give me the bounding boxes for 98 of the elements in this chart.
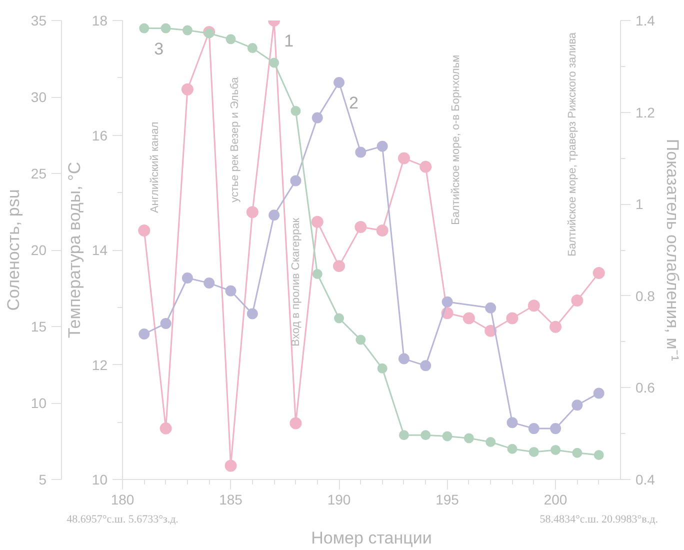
point — [290, 106, 301, 116]
point — [593, 388, 604, 399]
y2-tick-label: 5 — [38, 472, 47, 488]
point — [571, 294, 584, 306]
point — [572, 400, 583, 411]
point — [269, 58, 280, 68]
point — [160, 23, 171, 34]
annotation: Балтийское море, траверз Рижского залива — [566, 32, 579, 256]
text: 48.6957°с.ш. 5.6733°з.д. — [66, 514, 179, 526]
y-tick-label: 18 — [92, 12, 108, 28]
y2-tick-label: 10 — [30, 395, 47, 411]
y-tick-label: 16 — [92, 127, 108, 144]
point — [355, 146, 366, 158]
point — [528, 446, 539, 457]
x-tick-label: 200 — [544, 492, 568, 508]
point — [181, 83, 194, 96]
point — [398, 353, 410, 364]
point — [182, 25, 192, 36]
annotation: Вход в пролив Скагеррак — [290, 218, 302, 346]
point — [486, 437, 496, 448]
point — [290, 417, 302, 430]
series-label: 3 — [154, 39, 164, 58]
point — [572, 448, 582, 458]
point — [311, 216, 324, 228]
point — [376, 140, 388, 152]
y2-tick-label: 20 — [30, 242, 47, 258]
point — [442, 296, 453, 308]
point — [398, 152, 410, 164]
y3-tick-label: 0.8 — [636, 288, 656, 304]
point — [442, 431, 452, 442]
point — [160, 422, 172, 434]
y2-tick-label: 35 — [30, 12, 47, 28]
point — [528, 423, 540, 434]
y3-tick-label: 1.4 — [636, 12, 656, 28]
x-tick-label: 185 — [219, 492, 243, 508]
point — [507, 444, 518, 454]
point — [333, 260, 346, 272]
point — [334, 313, 344, 324]
point — [528, 300, 540, 312]
point — [312, 112, 323, 124]
y2-tick-label: 15 — [30, 318, 47, 334]
point — [226, 34, 236, 44]
point — [356, 334, 366, 345]
y2-tick-label: 25 — [30, 166, 47, 182]
x-axis-title: Номер станции — [311, 528, 432, 548]
series-label: 1 — [284, 32, 294, 50]
point — [485, 302, 496, 314]
y3-tick-label: 0.6 — [636, 380, 656, 396]
point — [506, 417, 518, 428]
point — [550, 444, 561, 455]
point — [420, 160, 432, 173]
point — [377, 363, 388, 374]
y3-tick-label: 0.4 — [636, 472, 656, 488]
text: 58.4834°с.ш. 20.9983°в.д. — [540, 514, 658, 526]
y2-axis-title: Соленость, psu — [4, 189, 23, 311]
point — [312, 269, 322, 280]
y3-tick-label: 1.2 — [636, 104, 656, 120]
point — [224, 460, 237, 472]
annotation: устье рек Везер и Эльба — [229, 76, 242, 203]
point — [160, 318, 172, 329]
series-label: 2 — [349, 93, 358, 112]
point — [204, 28, 214, 38]
point — [182, 272, 193, 284]
point — [550, 423, 562, 434]
point — [225, 285, 236, 296]
point — [247, 43, 258, 54]
x-tick-label: 195 — [436, 492, 460, 508]
y3-tick-label: 1 — [636, 196, 644, 212]
annotation: Английский канал — [148, 122, 161, 214]
point — [550, 320, 562, 333]
point — [268, 210, 280, 221]
point — [398, 430, 409, 440]
point — [290, 175, 302, 186]
point — [592, 266, 605, 279]
point — [594, 450, 604, 460]
point — [376, 224, 388, 236]
point — [139, 23, 150, 34]
point — [138, 328, 150, 340]
annotation: Балтийское море, о-в Борнхольм — [450, 54, 462, 225]
point — [246, 206, 258, 218]
point — [138, 224, 150, 236]
point — [506, 312, 518, 324]
y-tick-label: 14 — [92, 242, 108, 258]
x-tick-label: 180 — [110, 492, 134, 508]
y-tick-label: 12 — [92, 356, 108, 373]
y3-axis-title: Показатель ослабления, м⁻¹ — [662, 138, 682, 362]
point — [420, 430, 431, 440]
point — [204, 278, 215, 289]
x-tick-label: 190 — [327, 492, 351, 508]
y-axis-title: Температура воды, °С — [64, 162, 84, 338]
point — [420, 360, 432, 372]
point — [464, 433, 474, 444]
point — [246, 308, 258, 320]
y-tick-label: 10 — [92, 472, 108, 488]
point — [334, 76, 345, 88]
point — [462, 312, 475, 324]
y2-tick-label: 30 — [30, 89, 47, 105]
point — [354, 221, 367, 234]
